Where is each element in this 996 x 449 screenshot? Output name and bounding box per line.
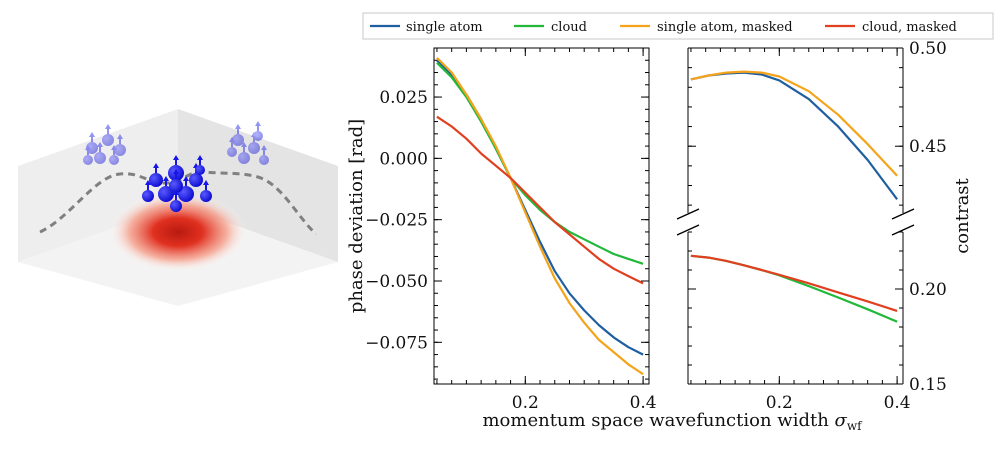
atom-projection-icon — [114, 134, 126, 156]
y-tick-label: 0.20 — [909, 280, 947, 300]
y-tick-label: −0.050 — [365, 272, 428, 292]
legend: single atom cloud single atom, masked cl… — [362, 12, 994, 40]
panel1-series — [436, 57, 644, 376]
atom-icon — [142, 180, 154, 202]
series-line-cloud-masked — [436, 115, 644, 285]
y-tick-label: 0.000 — [379, 149, 428, 169]
atom-projection-icon — [83, 145, 93, 165]
x-axis-label-text: momentum space wavefunction width — [482, 410, 834, 431]
contrast-panel: 0.2 0.4 0.50 0.45 0.20 0.15 contrast — [676, 39, 973, 413]
legend-label-cloud: cloud — [551, 20, 587, 35]
axis-break-right-2 — [891, 224, 915, 236]
panel2-upper-frame — [688, 48, 903, 213]
atom-projection-icon — [94, 142, 106, 164]
x-tick-label: 0.4 — [884, 393, 911, 413]
atom-cloud-illustration — [18, 109, 338, 306]
y-tick-label: 0.025 — [379, 88, 428, 108]
y-tick-label: −0.075 — [365, 333, 428, 353]
panel2-y-axis-label: contrast — [952, 177, 973, 253]
panel1-y-axis-label: phase deviation [rad] — [346, 119, 367, 313]
legend-frame — [362, 12, 994, 40]
atom-projection-icon — [86, 132, 98, 154]
atoms-group-right-projection — [227, 121, 269, 165]
back-wall-right — [178, 109, 338, 262]
series-line-single-atom-masked — [436, 57, 644, 376]
x-tick-label: 0.2 — [766, 393, 793, 413]
atom-icon — [195, 155, 205, 175]
series-line-cloud-masked — [690, 254, 898, 312]
potential-profile-dashed — [39, 170, 318, 236]
atom-icon — [158, 176, 174, 202]
x-axis-label: momentum space wavefunction width σwf — [482, 410, 863, 433]
axis-break-left-1 — [676, 208, 700, 220]
x-axis-label-subscript: wf — [847, 419, 863, 433]
atom-icon — [178, 176, 194, 202]
atom-projection-icon — [259, 145, 269, 165]
y-tick-label: 0.45 — [909, 137, 947, 157]
atom-projection-icon — [227, 137, 237, 157]
atoms-group-left-projection — [83, 124, 126, 165]
axis-break-right-1 — [891, 208, 915, 220]
potential-heatmap — [108, 192, 248, 272]
atom-icon — [169, 169, 183, 193]
x-tick-label: 0.4 — [630, 393, 657, 413]
legend-label-single-atom: single atom — [406, 20, 483, 35]
panel2-series — [690, 70, 898, 323]
phase-deviation-panel: 0.2 0.4 0.025 0.000 −0.025 −0.050 −0.075 phase… — [346, 47, 657, 413]
x-tick-label: 0.2 — [512, 393, 539, 413]
atom-projection-icon — [238, 142, 250, 164]
series-line-single-atom-masked — [690, 70, 898, 177]
panel2-ticks: 0.2 0.4 0.50 0.45 0.20 0.15 — [688, 39, 947, 413]
atom-icon — [200, 180, 212, 202]
series-line-cloud — [690, 254, 898, 323]
y-tick-label: 0.50 — [909, 39, 947, 59]
series-line-cloud — [436, 61, 644, 265]
x-axis-label-symbol: σ — [835, 410, 848, 431]
atom-projection-icon — [232, 124, 244, 146]
atom-projection-icon — [102, 124, 114, 146]
axis-break-left-2 — [676, 224, 700, 236]
legend-label-cloud-masked: cloud, masked — [862, 20, 957, 35]
legend-label-single-atom-masked: single atom, masked — [657, 20, 793, 35]
atom-projection-icon — [253, 121, 263, 141]
atom-projection-icon — [109, 145, 119, 165]
panel1-frame — [433, 47, 650, 385]
axis-break-marks — [676, 208, 915, 236]
panel1-ticks: 0.2 0.4 0.025 0.000 −0.025 −0.050 −0.075 — [365, 48, 657, 413]
y-tick-label: −0.025 — [365, 211, 428, 231]
atom-icon — [149, 163, 163, 187]
atoms-group — [142, 155, 212, 212]
y-tick-label: 0.15 — [909, 375, 947, 395]
